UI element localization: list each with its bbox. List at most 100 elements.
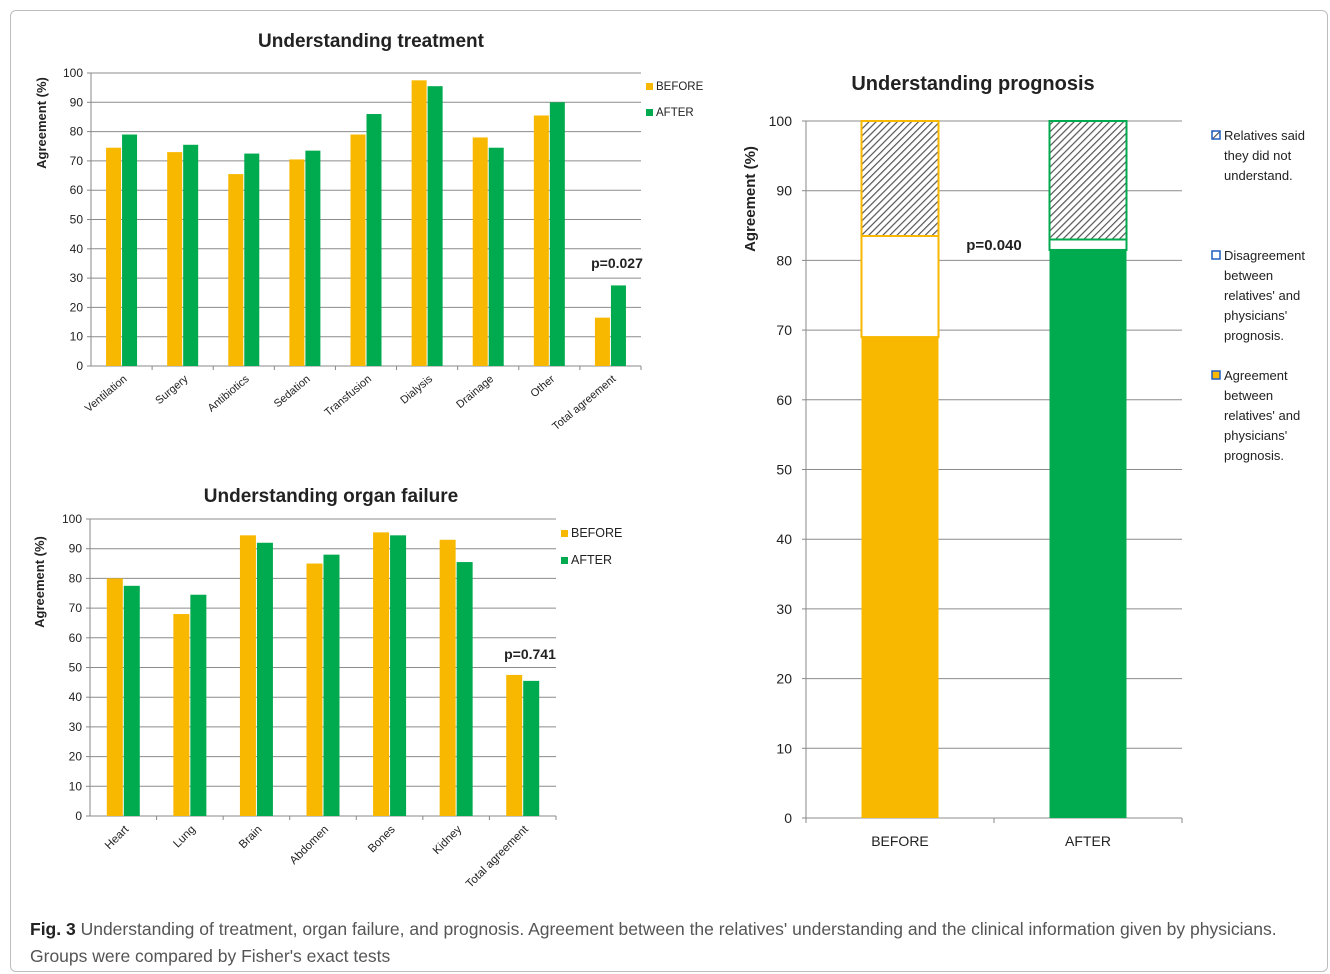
category-label: Kidney: [431, 823, 465, 857]
legend-swatch-before: [561, 530, 568, 537]
y-tick-label: 20: [70, 300, 84, 314]
bar-before-brain: [239, 535, 256, 816]
bar-after-total-agreement: [610, 285, 626, 366]
legend-label-before: BEFORE: [656, 81, 704, 93]
category-label: Drainage: [454, 373, 496, 411]
caption-label: Fig. 3: [30, 919, 76, 939]
category-label: Other: [528, 373, 557, 400]
chart-title: Understanding organ failure: [204, 486, 458, 507]
category-label: Brain: [237, 824, 264, 851]
p-value-annotation: p=0.027: [591, 255, 643, 271]
bar-after-drainage: [488, 147, 504, 366]
y-axis-label: Agreement (%): [742, 146, 759, 252]
y-tick-label: 20: [776, 671, 792, 687]
y-tick-label: 70: [69, 601, 83, 615]
y-tick-label: 100: [63, 66, 83, 80]
category-label: Total agreement: [550, 373, 618, 433]
caption-text: Understanding of treatment, organ failur…: [30, 919, 1277, 966]
category-label: Total agreement: [464, 823, 531, 890]
legend-label: Disagreement between relatives' and physici…: [1224, 248, 1305, 343]
legend-label: Relatives said they did not understand.: [1224, 128, 1305, 183]
legend-swatch: [1211, 130, 1221, 140]
category-label: Sedation: [272, 373, 313, 410]
y-tick-label: 50: [776, 462, 792, 478]
y-tick-label: 100: [62, 512, 82, 526]
y-tick-label: 0: [76, 359, 83, 373]
bar-before-bones: [373, 532, 390, 816]
bar-after-bones: [390, 535, 407, 816]
bar-segment-white-before: [860, 235, 940, 339]
bar-before-surgery: [167, 152, 183, 366]
bar-segment-hatched-before: [860, 120, 940, 238]
chart-title: Understanding prognosis: [851, 73, 1094, 95]
bar-segment-hatched-after: [1048, 120, 1128, 241]
legend-label-before: BEFORE: [571, 526, 622, 540]
category-label: BEFORE: [871, 833, 929, 849]
y-tick-label: 0: [784, 810, 792, 826]
y-tick-label: 60: [69, 631, 83, 645]
category-label: Abdomen: [288, 824, 331, 867]
y-tick-label: 90: [70, 95, 84, 109]
legend-label: Agreement between relatives' and physicians…: [1224, 368, 1300, 463]
bar-before-kidney: [439, 539, 456, 816]
y-axis-label: Agreement (%): [34, 77, 49, 169]
chart-title: Understanding treatment: [258, 31, 485, 52]
bar-segment-solid-after: [1049, 249, 1127, 818]
bar-after-other: [549, 102, 565, 367]
bar-before-transfusion: [350, 134, 366, 366]
y-tick-label: 10: [776, 740, 792, 756]
y-tick-label: 40: [70, 242, 84, 256]
y-tick-label: 30: [69, 720, 83, 734]
bar-after-dialysis: [427, 86, 443, 366]
bar-after-antibiotics: [244, 153, 260, 366]
chart-understanding-organ-failure: Understanding organ failure Agreement (%…: [32, 486, 622, 890]
legend-swatch: [1211, 250, 1221, 260]
category-label: Heart: [103, 823, 132, 852]
bar-before-total-agreement: [594, 317, 610, 366]
bar-before-other: [533, 115, 549, 366]
legend-swatch-after: [646, 109, 653, 116]
y-tick-label: 90: [69, 542, 83, 556]
p-value-annotation: p=0.741: [504, 646, 556, 662]
bar-segment-white-after: [1048, 238, 1128, 251]
category-label: Bones: [366, 823, 398, 855]
y-tick-label: 0: [75, 809, 82, 823]
bar-before-total-agreement: [506, 674, 523, 816]
y-tick-label: 70: [70, 154, 84, 168]
y-tick-label: 10: [69, 779, 83, 793]
category-label: Ventilation: [83, 373, 130, 415]
bar-after-sedation: [305, 150, 321, 366]
y-tick-label: 10: [70, 330, 84, 344]
bar-after-lung: [190, 594, 207, 816]
y-tick-label: 60: [776, 392, 792, 408]
y-tick-label: 20: [69, 750, 83, 764]
p-value-annotation: p=0.040: [966, 237, 1021, 254]
chart-understanding-treatment: Understanding treatment Agreement (%) 0 1…: [34, 31, 704, 433]
legend-label-after: AFTER: [656, 107, 694, 119]
legend-swatch-before: [646, 83, 653, 90]
bar-before-heart: [106, 578, 123, 816]
bar-before-lung: [173, 614, 190, 816]
chart-understanding-prognosis: Understanding prognosis Agreement (%) 0 1…: [742, 73, 1305, 849]
category-label: Antibiotics: [206, 373, 253, 415]
y-tick-label: 80: [69, 571, 83, 585]
y-tick-label: 70: [776, 322, 792, 338]
y-tick-label: 80: [776, 252, 792, 268]
y-axis-label: Agreement (%): [32, 536, 47, 628]
y-tick-label: 90: [776, 183, 792, 199]
legend-swatch-after: [561, 557, 568, 564]
category-label: Lung: [171, 824, 198, 851]
y-tick-label: 30: [776, 601, 792, 617]
category-label: Dialysis: [398, 373, 435, 407]
y-tick-label: 30: [70, 271, 84, 285]
bar-after-abdomen: [323, 554, 340, 816]
y-tick-label: 50: [69, 661, 83, 675]
bar-before-drainage: [472, 137, 488, 366]
y-tick-label: 80: [70, 125, 84, 139]
figure-frame: [10, 10, 1328, 972]
bar-after-ventilation: [122, 134, 138, 366]
y-tick-label: 40: [69, 690, 83, 704]
figure-caption: Fig. 3 Understanding of treatment, organ…: [30, 916, 1300, 970]
y-tick-label: 60: [70, 183, 84, 197]
